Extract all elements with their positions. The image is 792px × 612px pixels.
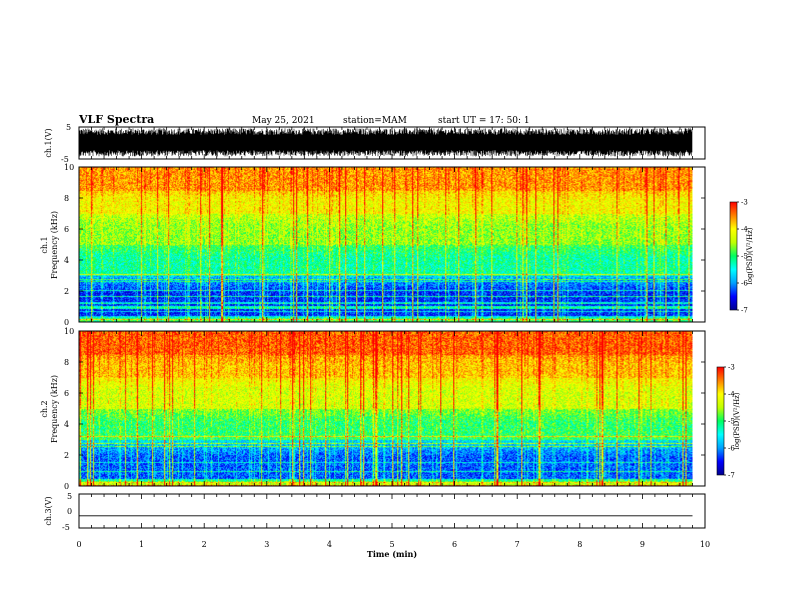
- ch3-ytick-top: 5: [67, 492, 72, 501]
- ch2-colorbar-tick-label: -7: [728, 472, 735, 480]
- ch1-colorbar-gradient: [729, 201, 738, 311]
- ch1-colorbar-tick-label: -6: [741, 280, 748, 288]
- ch2-spectrogram-ylabel-channel: ch.2: [40, 400, 49, 417]
- ch3-waveform-frame: [78, 493, 706, 529]
- ch2-spectrogram-ytick-label: 8: [64, 358, 69, 367]
- ch1-spectrogram-ytick-label: 2: [64, 287, 69, 296]
- ch1-ytick-top: 5: [66, 123, 71, 132]
- ch1-spectrogram-ytick-label: 4: [64, 256, 69, 265]
- ch1-spectrogram-ytick-label: 0: [64, 318, 69, 327]
- time-tick-label: 9: [640, 540, 645, 549]
- ch1-colorbar-tick-label: -4: [741, 226, 748, 234]
- time-tick-label: 4: [327, 540, 332, 549]
- ch3-waveform-ylabel: ch.3(V): [44, 496, 53, 525]
- ch2-colorbar-tick-label: -6: [728, 445, 735, 453]
- ch1-spectrogram-ylabel-freq: Frequency (kHz): [50, 211, 59, 279]
- time-tick-label: 8: [577, 540, 582, 549]
- ch2-colorbar-gradient: [716, 366, 725, 476]
- ch1-colorbar-label: log(PSD)(V²/Hz): [746, 227, 754, 284]
- time-tick-label: 1: [139, 540, 144, 549]
- time-axis-label: Time (min): [367, 549, 417, 559]
- date-label: May 25, 2021: [252, 116, 315, 126]
- time-axis-labels: 0 1 2 3 4 5 6 7 8 9 10: [76, 540, 710, 549]
- ch1-waveform-trace: [79, 128, 693, 157]
- figure-title: VLF Spectra: [78, 113, 154, 126]
- ch1-colorbar-tick-label: -7: [741, 307, 748, 315]
- ch1-spectrogram-ytick-label: 8: [64, 194, 69, 203]
- ch2-colorbar-tick-label: -3: [728, 364, 735, 372]
- ch1-ytick-bottom: -5: [61, 155, 69, 164]
- time-tick-label: 7: [515, 540, 520, 549]
- start-time-label: start UT = 17: 50: 1: [438, 116, 530, 126]
- ch1-colorbar-tick-label: -5: [741, 253, 748, 261]
- ch1-waveform-path: [79, 128, 693, 157]
- ch2-colorbar-tick-label: -4: [728, 391, 735, 399]
- ch1-spectrogram-ytick-label: 6: [64, 225, 69, 234]
- ch2-spectrogram-ytick-label: 2: [64, 451, 69, 460]
- ch3-waveform-panel: 5 0 -5 ch.3(V): [44, 492, 706, 532]
- time-tick-label: 2: [202, 540, 207, 549]
- ch1-spectrogram-image: [79, 167, 693, 322]
- ch1-waveform-panel: 5 -5 ch.1(V): [44, 123, 706, 164]
- ch2-spectrogram-image: [79, 331, 693, 486]
- time-tick-label: 5: [389, 540, 394, 549]
- ch1-spectrogram-ylabel-channel: ch.1: [40, 236, 49, 253]
- ch2-spectrogram-ylabel-freq: Frequency (kHz): [50, 375, 59, 443]
- ch2-spectrogram-ytick-label: 4: [64, 420, 69, 429]
- ch1-waveform-ylabel: ch.1(V): [44, 128, 53, 157]
- ch2-colorbar-tick-label: -5: [728, 418, 735, 426]
- ch2-colorbar-label: log(PSD)(V²/Hz): [733, 392, 741, 449]
- ch2-spectrogram-ytick-label: 6: [64, 389, 69, 398]
- ch1-colorbar-tick-label: -3: [741, 199, 748, 207]
- time-tick-label: 10: [700, 540, 710, 549]
- ch3-ytick-mid: 0: [67, 507, 72, 516]
- ch2-spectrogram-ytick-label: 10: [64, 327, 74, 336]
- time-axis-ticks: [78, 127, 706, 528]
- ch1-colorbar: -3 -4 -5 -6 -7 log(PSD)(V²/Hz): [729, 199, 754, 315]
- ch1-spectrogram-panel: 0 2 4 6 8 10 ch.1 Frequency (kHz): [40, 163, 706, 327]
- time-tick-label: 0: [76, 540, 81, 549]
- ch3-ytick-bottom: -5: [62, 523, 70, 532]
- ch2-spectrogram-panel: 0 2 4 6 8 10 ch.2 Frequency (kHz): [40, 327, 706, 491]
- time-tick-label: 6: [452, 540, 457, 549]
- time-tick-label: 3: [264, 540, 269, 549]
- ch1-spectrogram-ytick-label: 10: [64, 163, 74, 172]
- station-label: station=MAM: [343, 116, 407, 126]
- ch2-colorbar: -3 -4 -5 -6 -7 log(PSD)(V²/Hz): [716, 364, 741, 480]
- ch2-spectrogram-ytick-label: 0: [64, 482, 69, 491]
